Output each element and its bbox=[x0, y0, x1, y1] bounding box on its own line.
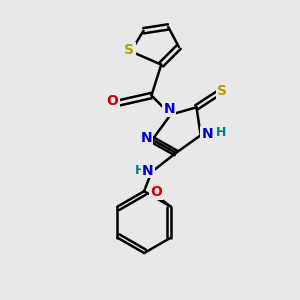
Text: O: O bbox=[150, 185, 162, 199]
Text: S: S bbox=[217, 83, 227, 98]
Text: O: O bbox=[107, 94, 118, 108]
Text: N: N bbox=[201, 127, 213, 141]
Text: N: N bbox=[142, 164, 154, 178]
Text: N: N bbox=[141, 131, 152, 145]
Text: N: N bbox=[163, 102, 175, 116]
Text: H: H bbox=[135, 164, 146, 177]
Text: H: H bbox=[216, 126, 226, 140]
Text: S: S bbox=[124, 43, 134, 57]
